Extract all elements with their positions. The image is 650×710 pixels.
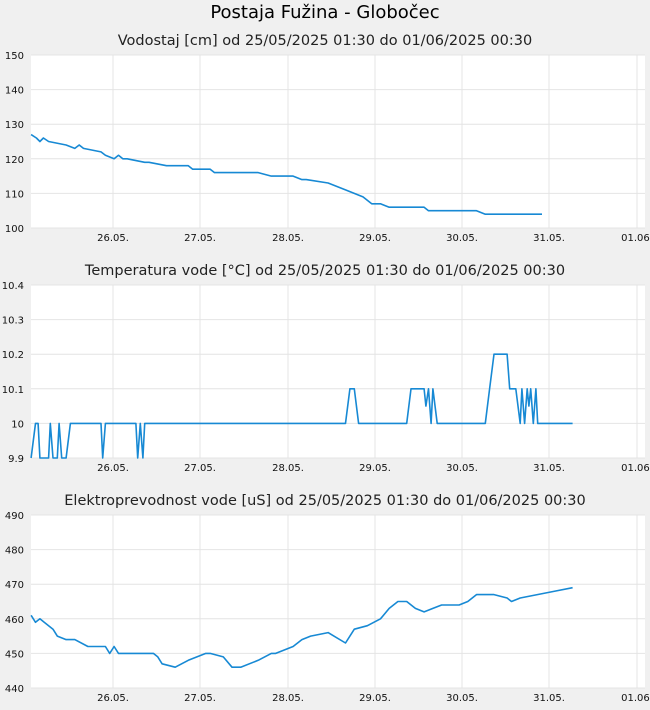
x-tick-label: 31.05. [533,693,565,704]
x-tick-label: 30.05. [446,463,478,474]
y-tick-label: 100 [5,224,24,235]
x-tick-label: 29.05. [359,693,391,704]
x-tick-label: 26.05. [97,463,129,474]
x-tick-label: 29.05. [359,233,391,244]
y-tick-label: 440 [5,684,24,695]
y-tick-label: 10.1 [2,385,24,396]
x-tick-label: 29.05. [359,463,391,474]
series-line-1 [30,133,542,215]
x-tick-label: 26.05. [97,233,129,244]
x-tick-label: 28.05. [272,463,304,474]
y-tick-label: 130 [5,120,24,131]
plot-area-3 [31,515,645,688]
y-tick-label: 470 [5,580,24,591]
x-tick-label: 01.06. [621,693,650,704]
y-tick-label: 120 [5,155,24,166]
x-tick-label: 27.05. [184,693,216,704]
x-tick-label: 27.05. [184,233,216,244]
chart-title-2: Temperatura vode [°C] od 25/05/2025 01:3… [84,263,565,279]
chart-title-3: Elektroprevodnost vode [uS] od 25/05/202… [64,493,585,509]
x-tick-label: 31.05. [533,463,565,474]
y-tick-label: 10.4 [2,281,24,292]
x-tick-label: 28.05. [272,693,304,704]
plot-area-2 [31,285,645,458]
chart-title-1: Vodostaj [cm] od 25/05/2025 01:30 do 01/… [118,33,532,49]
x-tick-label: 28.05. [272,233,304,244]
y-tick-label: 10 [11,419,24,430]
y-tick-label: 10.2 [2,350,24,361]
y-tick-label: 10.3 [2,316,24,327]
y-tick-label: 110 [5,189,24,200]
y-tick-label: 490 [5,511,24,522]
x-tick-label: 01.06. [621,463,650,474]
x-tick-label: 31.05. [533,233,565,244]
y-tick-label: 9.9 [8,454,24,465]
series-line-3 [30,586,573,669]
x-tick-label: 30.05. [446,693,478,704]
y-tick-label: 150 [5,51,24,62]
y-tick-label: 480 [5,546,24,557]
x-tick-label: 01.06. [621,233,650,244]
x-tick-label: 30.05. [446,233,478,244]
x-tick-label: 26.05. [97,693,129,704]
page-title: Postaja Fužina - Globočec [210,2,440,23]
y-tick-label: 460 [5,615,24,626]
series-line-2 [30,353,573,459]
y-tick-label: 450 [5,649,24,660]
plot-area-1 [31,55,645,228]
y-tick-label: 140 [5,86,24,97]
x-tick-label: 27.05. [184,463,216,474]
